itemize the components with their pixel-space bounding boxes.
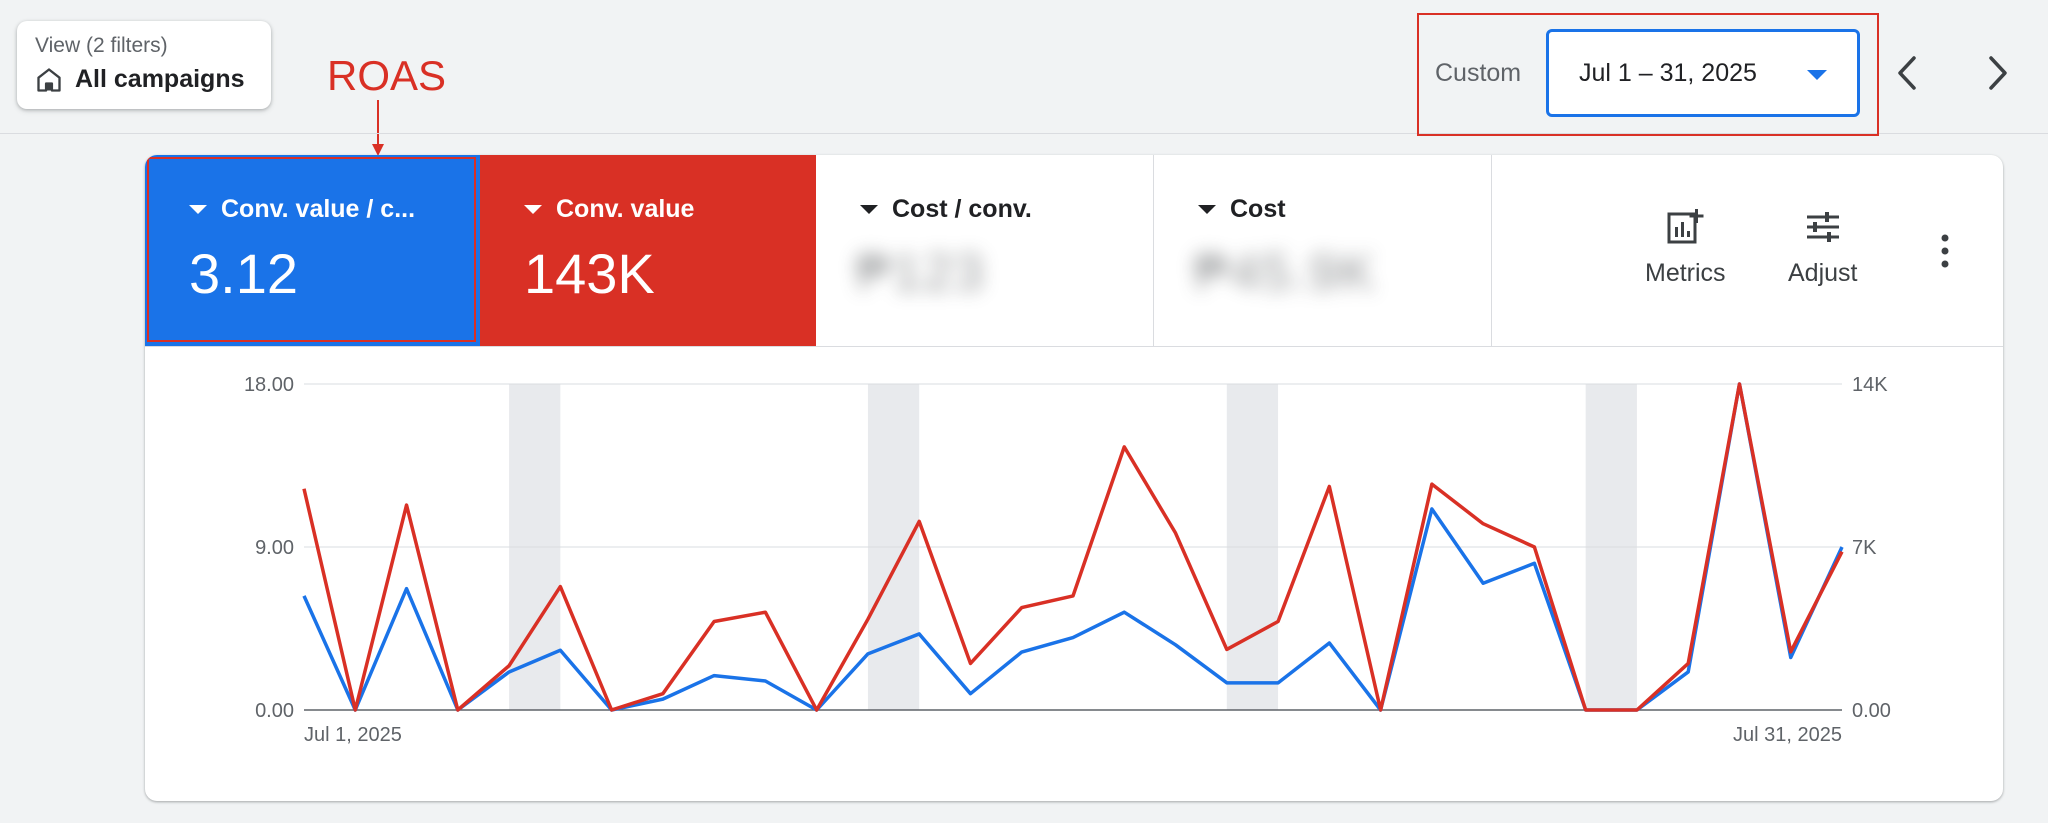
performance-card: Conv. value / c... 3.12 Conv. value 143K…	[145, 155, 2003, 801]
dropdown-caret-icon	[1807, 70, 1827, 80]
metric-value-blurred: ₱45.9K	[1194, 244, 1377, 302]
metrics-chart-icon	[1667, 209, 1704, 244]
metric-value: 3.12	[189, 242, 298, 305]
metric-tile-conv-value-per-cost[interactable]: Conv. value / c... 3.12	[145, 155, 480, 346]
view-filters-button[interactable]: View (2 filters) All campaigns	[17, 21, 271, 109]
metric-name: Conv. value / c...	[221, 195, 416, 223]
date-range-highlight-box	[1417, 13, 1879, 136]
y-left-tick-label: 0.00	[255, 700, 294, 722]
chevron-left-icon[interactable]	[1888, 50, 1928, 96]
y-right-tick-label: 7K	[1852, 537, 1877, 559]
metric-value: 143K	[524, 242, 655, 305]
metric-name: Cost	[1230, 195, 1286, 223]
metrics-button[interactable]: Metrics	[1645, 207, 1726, 288]
chevron-right-icon[interactable]	[1977, 50, 2017, 96]
view-filters-subtitle: View (2 filters)	[35, 34, 168, 57]
metric-tile-cost-per-conv[interactable]: Cost / conv. ₱123	[816, 155, 1154, 346]
x-tick-label: Jul 1, 2025	[304, 724, 402, 746]
date-range-select[interactable]: Jul 1 – 31, 2025	[1546, 29, 1860, 117]
metrics-label: Metrics	[1645, 259, 1726, 287]
header-divider	[0, 133, 2048, 134]
more-options-icon[interactable]	[1938, 233, 1952, 269]
metric-tile-cost[interactable]: Cost ₱45.9K	[1154, 155, 1492, 346]
x-tick-label: Jul 31, 2025	[1733, 724, 1842, 746]
home-icon	[37, 67, 61, 92]
dropdown-triangle-icon[interactable]	[860, 205, 878, 214]
y-left-tick-label: 9.00	[255, 537, 294, 559]
dropdown-triangle-icon[interactable]	[524, 205, 542, 214]
dropdown-triangle-icon[interactable]	[189, 205, 207, 214]
y-right-tick-label: 0.00	[1852, 700, 1891, 722]
y-right-tick-label: 14K	[1852, 374, 1888, 396]
series-line-conv-value	[302, 382, 1844, 712]
metric-name: Cost / conv.	[892, 195, 1032, 223]
line-chart-svg: 0.00 0.00 9.00 7K 18.00 14K Jul 1, 2025 Jul 31,…	[244, 374, 1891, 746]
performance-chart: 0.00 0.00 9.00 7K 18.00 14K Jul 1, 2025 Jul 31,…	[145, 346, 2003, 801]
adjust-button[interactable]: Adjust	[1788, 207, 1857, 288]
date-range-value: Jul 1 – 31, 2025	[1579, 58, 1757, 87]
metric-value-blurred: ₱123	[856, 244, 986, 302]
adjust-label: Adjust	[1788, 259, 1858, 287]
date-range-type-label: Custom	[1435, 59, 1522, 87]
metric-tiles: Conv. value / c... 3.12 Conv. value 143K…	[145, 155, 2003, 347]
annotation-arrow-icon	[372, 100, 384, 156]
y-left-tick-label: 18.00	[244, 374, 294, 396]
metric-name: Conv. value	[556, 195, 695, 223]
campaign-scope-label: All campaigns	[75, 65, 245, 93]
dropdown-triangle-icon[interactable]	[1198, 205, 1216, 214]
sliders-icon	[1806, 212, 1839, 242]
metric-tile-conv-value[interactable]: Conv. value 143K	[480, 155, 816, 346]
roas-annotation-label: ROAS	[327, 52, 447, 99]
